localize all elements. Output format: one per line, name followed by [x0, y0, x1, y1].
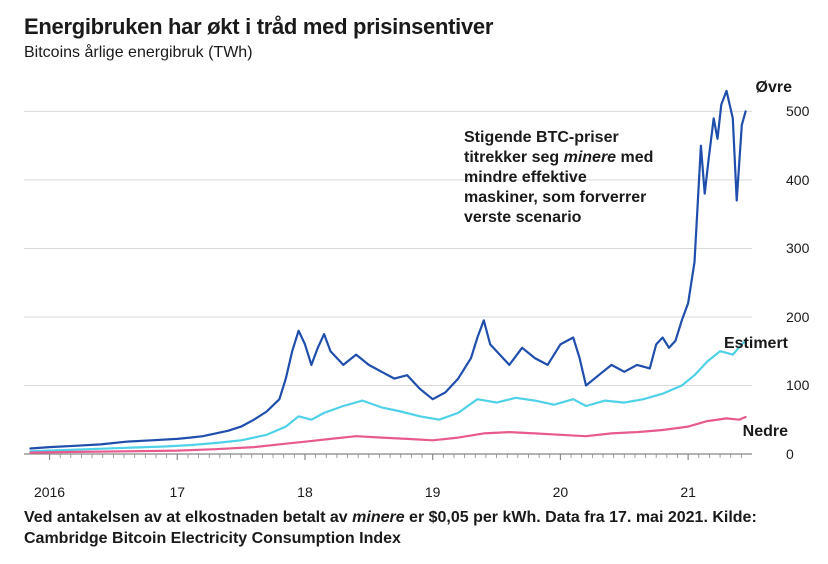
- footnote-pre: Ved antakelsen av at elkostnaden betalt …: [24, 509, 352, 526]
- chart-footnote: Ved antakelsen av at elkostnaden betalt …: [24, 508, 804, 550]
- series-label-estimate: Estimert: [724, 335, 788, 353]
- y-tick-label: 400: [786, 172, 820, 188]
- x-tick-label: 18: [297, 484, 313, 500]
- y-tick-label: 100: [786, 377, 820, 393]
- chart-annotation: Stigende BTC-prisertitrekker seg minere …: [464, 128, 724, 228]
- y-tick-label: 0: [786, 446, 820, 462]
- chart-area: 0100200300400500 20161718192021 ØvreEsti…: [24, 78, 784, 478]
- x-tick-label: 21: [680, 484, 696, 500]
- footnote-italic: minere: [352, 509, 404, 526]
- y-tick-label: 200: [786, 309, 820, 325]
- y-tick-label: 300: [786, 240, 820, 256]
- chart-subtitle: Bitcoins årlige energibruk (TWh): [24, 44, 253, 62]
- series-label-upper: Øvre: [756, 79, 792, 97]
- x-tick-label: 17: [169, 484, 185, 500]
- chart-title: Energibruken har økt i tråd med prisinse…: [24, 14, 493, 40]
- x-tick-label: 2016: [34, 484, 65, 500]
- y-tick-label: 500: [786, 103, 820, 119]
- series-label-lower: Nedre: [743, 423, 788, 441]
- x-tick-label: 20: [553, 484, 569, 500]
- x-tick-label: 19: [425, 484, 441, 500]
